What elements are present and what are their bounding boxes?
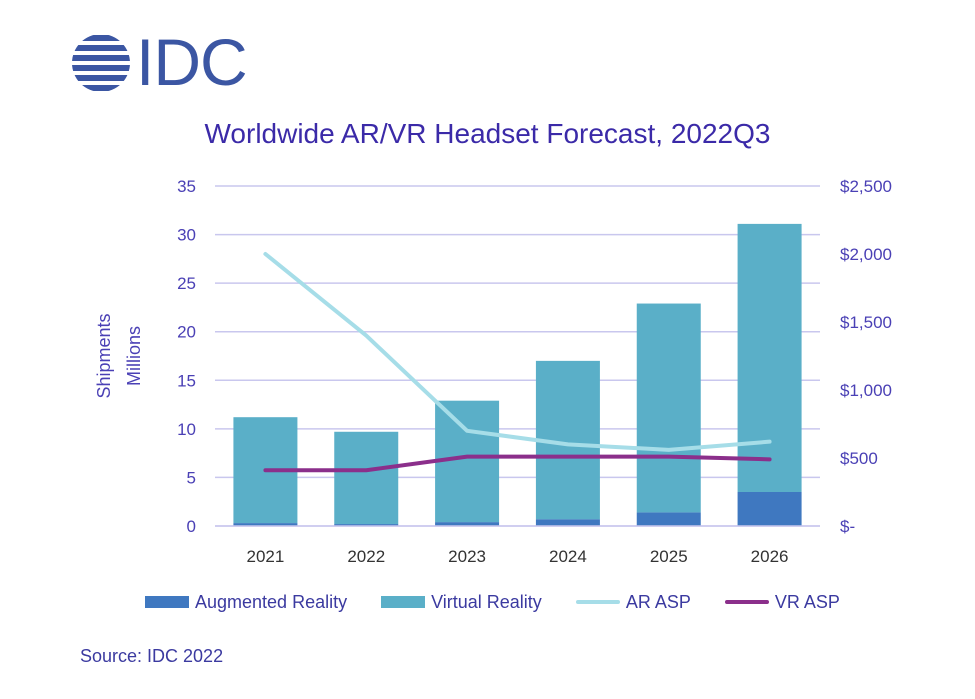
bar-augmented-reality	[435, 522, 500, 526]
legend-label-augmented-reality: Augmented Reality	[195, 591, 348, 612]
y-tick-label: 15	[177, 371, 196, 390]
legend-swatch-augmented-reality	[145, 596, 189, 608]
y2-tick-label: $1,500	[840, 313, 892, 332]
y2-tick-label: $1,000	[840, 381, 892, 400]
legend-label-virtual-reality: Virtual Reality	[431, 591, 542, 612]
x-tick-label: 2023	[448, 547, 486, 566]
y-tick-label: 20	[177, 323, 196, 342]
y-tick-label: 5	[187, 468, 196, 487]
y-axis-label: Millions	[124, 326, 144, 386]
legend-item-vr-asp: VR ASP	[724, 591, 840, 613]
bar-virtual-reality	[636, 303, 701, 513]
bar-augmented-reality	[737, 492, 802, 526]
legend-label-vr-asp: VR ASP	[774, 591, 840, 612]
legend-swatch-virtual-reality	[381, 596, 426, 608]
y-tick-label: 35	[177, 177, 196, 196]
chart-legend: Augmented Reality Virtual Reality AR ASP…	[145, 588, 874, 616]
y-tick-label: 10	[177, 420, 196, 439]
x-tick-label: 2022	[347, 547, 385, 566]
legend-item-ar-asp: AR ASP	[575, 591, 691, 613]
bar-augmented-reality	[535, 519, 600, 526]
line-ar-asp	[263, 252, 772, 452]
y-tick-label: 25	[177, 274, 196, 293]
legend-swatch-vr-asp	[724, 600, 769, 604]
logo-wordmark: IDC	[136, 25, 248, 99]
source-note: Source: IDC 2022	[80, 646, 224, 666]
y2-tick-label: $2,000	[840, 245, 892, 264]
x-tick-label: 2024	[549, 547, 587, 566]
x-tick-label: 2025	[650, 547, 688, 566]
x-tick-label: 2026	[751, 547, 789, 566]
y2-tick-label: $-	[840, 517, 855, 536]
legend-item-augmented-reality: Augmented Reality	[145, 592, 347, 613]
legend-swatch-ar-asp	[575, 600, 620, 604]
y-tick-label: 0	[187, 517, 196, 536]
bar-virtual-reality	[737, 223, 802, 492]
y2-tick-label: $500	[840, 449, 878, 468]
bar-augmented-reality	[233, 523, 298, 526]
y-tick-label: 30	[177, 226, 196, 245]
chart-title: Worldwide AR/VR Headset Forecast, 2022Q3	[204, 118, 771, 149]
idc-globe-icon	[72, 35, 130, 91]
bar-virtual-reality	[334, 431, 399, 525]
legend-item-virtual-reality: Virtual Reality	[381, 592, 542, 613]
idc-logo: IDC	[70, 25, 270, 100]
bar-augmented-reality	[334, 524, 399, 526]
line-vr-asp	[263, 454, 772, 473]
y2-tick-label: $2,500	[840, 177, 892, 196]
y-axis-label: Shipments	[94, 313, 114, 398]
bar-augmented-reality	[636, 512, 701, 526]
x-tick-label: 2021	[247, 547, 285, 566]
legend-label-ar-asp: AR ASP	[625, 591, 691, 612]
